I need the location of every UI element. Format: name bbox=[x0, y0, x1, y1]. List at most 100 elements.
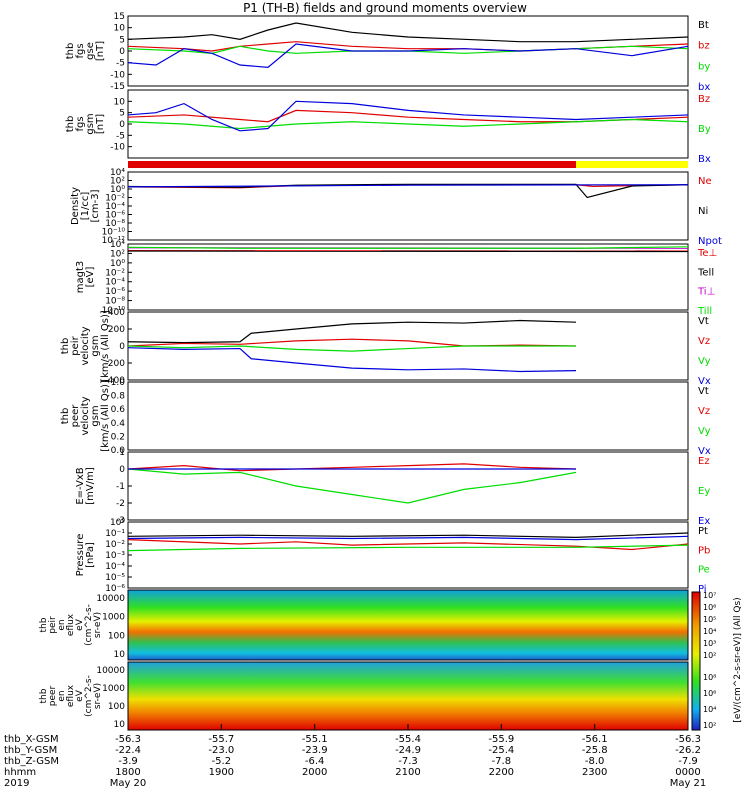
ylabel-line: en bbox=[57, 690, 67, 701]
ytick-label: -2 bbox=[116, 499, 125, 509]
xaxis-row-label: thb_X-GSM bbox=[4, 734, 59, 745]
ytick-label: 5 bbox=[119, 109, 125, 119]
ylabel: thbpeervelocitygsm[km/s (All Qs)] bbox=[60, 380, 111, 452]
legend-Pe: Pe bbox=[698, 565, 710, 576]
panel-frame bbox=[127, 589, 689, 661]
xaxis-value: May 21 bbox=[670, 778, 707, 789]
legend-Pt: Pt bbox=[698, 526, 708, 537]
ytick-label: -5 bbox=[116, 59, 125, 69]
ytick-label: 10⁰ bbox=[110, 185, 125, 195]
colorbar-tick: 10⁶ bbox=[703, 689, 716, 698]
xaxis-value: -7.3 bbox=[398, 756, 418, 767]
ytick-label: 0.6 bbox=[111, 405, 126, 415]
xaxis-value: 2300 bbox=[582, 767, 607, 778]
xaxis-value: -25.4 bbox=[488, 745, 514, 756]
panel-elec_spec: 10000 1000 100 10 thbpeerenefluxeV(cm^2-s-sr… bbox=[39, 661, 689, 731]
ylabel: thbpeirvelocitygsm[km/s (All Qs)] bbox=[60, 310, 111, 382]
panel-frame bbox=[127, 521, 689, 589]
ytick-label: 10000 bbox=[96, 594, 125, 604]
ytick-label: 10⁻⁴ bbox=[105, 202, 125, 212]
ytick-label: 10⁻² bbox=[105, 194, 125, 204]
ytick-label: 10⁻⁶ bbox=[105, 211, 125, 221]
ylabel-line: peer bbox=[48, 685, 58, 706]
legend-Vy: Vy bbox=[698, 356, 711, 367]
ytick-label: 10⁻¹² bbox=[102, 236, 126, 246]
ytick-label: -5 bbox=[116, 131, 125, 141]
xaxis-value: -26.2 bbox=[675, 745, 701, 756]
ylabel-line: eflux bbox=[66, 684, 76, 707]
colorbar: 10⁷ 10⁶ 10⁵ 10⁴ 10³ 10² 10⁸ 10⁶ 10⁴ 10² [eV/(cm^2-… bbox=[691, 591, 743, 731]
plot-title: P1 (TH-B) fields and ground moments over… bbox=[243, 1, 527, 15]
legend-Te⊥: Te⊥ bbox=[697, 248, 717, 259]
ytick-label: 100 bbox=[108, 702, 125, 712]
xaxis-value: -56.3 bbox=[115, 734, 141, 745]
legend-Ex: Ex bbox=[698, 516, 710, 527]
ylabel-line: [nT] bbox=[95, 114, 106, 134]
ytick-label: -15 bbox=[110, 82, 125, 92]
series-Bx-line bbox=[127, 100, 689, 132]
legend-Vx: Vx bbox=[698, 446, 711, 457]
legend-Pb: Pb bbox=[698, 545, 710, 556]
mode-bar-yellow bbox=[576, 161, 688, 168]
panel-frame bbox=[127, 171, 689, 241]
ylabel-line: velocity bbox=[80, 326, 91, 365]
ytick-label: 0 bbox=[119, 47, 125, 57]
ylabel-line: magt3 bbox=[75, 261, 86, 294]
xaxis-value: 2000 bbox=[302, 767, 327, 778]
ytick-label: 10⁻² bbox=[105, 268, 125, 278]
xaxis-value: -55.1 bbox=[302, 734, 328, 745]
colorbar-tick: 10⁴ bbox=[703, 627, 716, 636]
spectrogram-fill bbox=[128, 662, 688, 730]
ytick-label: 0.4 bbox=[111, 419, 126, 429]
ytick-label: 10 bbox=[114, 97, 126, 107]
ytick-label: 10⁻² bbox=[105, 540, 125, 550]
ylabel-line: thb bbox=[39, 617, 49, 632]
legend-Till: Till bbox=[697, 306, 712, 317]
ytick-label: 10⁻⁶ bbox=[105, 584, 125, 594]
ytick-label: 10000 bbox=[96, 666, 125, 676]
xaxis-value: 1800 bbox=[115, 767, 140, 778]
legend-Pi: Pi bbox=[698, 584, 707, 595]
ytick-label: -10 bbox=[110, 143, 125, 153]
xaxis-row-label: hhmm bbox=[4, 767, 36, 778]
ytick-label: -400 bbox=[105, 376, 126, 386]
series-Vy-line bbox=[127, 345, 576, 352]
ylabel-line: gsm bbox=[85, 113, 96, 134]
series-Ez-line bbox=[127, 463, 577, 472]
ylabel-line: peer bbox=[70, 404, 81, 428]
legend-Ni: Ni bbox=[698, 206, 708, 217]
legend-Tell: Tell bbox=[697, 267, 714, 278]
xaxis-value: -7.8 bbox=[492, 756, 512, 767]
colorbar-tick: 10⁴ bbox=[703, 705, 716, 714]
ylabel-line: fgs bbox=[75, 116, 86, 131]
colorbar-tick: 10³ bbox=[703, 639, 716, 648]
series-bz-line bbox=[127, 41, 689, 52]
ytick-label: 0.8 bbox=[111, 392, 126, 402]
xaxis-value: -24.9 bbox=[395, 745, 421, 756]
ytick-label: 200 bbox=[108, 325, 125, 335]
ytick-label: 1000 bbox=[102, 613, 125, 623]
ylabel-line: sr-eV) bbox=[93, 612, 103, 638]
xaxis-value: -5.2 bbox=[212, 756, 232, 767]
ytick-label: 10⁻⁵ bbox=[105, 573, 125, 583]
xaxis-value: 1900 bbox=[209, 767, 234, 778]
legend-Vt: Vt bbox=[698, 386, 709, 397]
ylabel-line: sr-eV) bbox=[93, 683, 103, 709]
legend-Ti⊥: Ti⊥ bbox=[697, 287, 715, 298]
ylabel: thbpeirenefluxeV(cm^2-s-sr-eV) bbox=[39, 604, 103, 646]
ylabel-line: thb bbox=[60, 408, 71, 425]
legend-Bt: Bt bbox=[698, 20, 709, 31]
ytick-label: 10² bbox=[110, 249, 125, 259]
xaxis-value: -25.8 bbox=[582, 745, 608, 756]
ytick-label: -1 bbox=[116, 482, 125, 492]
xaxis-value: -56.3 bbox=[675, 734, 701, 745]
series-Vx-line bbox=[127, 347, 577, 373]
ylabel: E=-VxB[mV/m] bbox=[75, 467, 96, 505]
legend-Npot: Npot bbox=[698, 236, 722, 247]
legend-by: by bbox=[698, 61, 710, 72]
series-Ey-line bbox=[127, 468, 577, 504]
ytick-label: -10 bbox=[110, 70, 125, 80]
